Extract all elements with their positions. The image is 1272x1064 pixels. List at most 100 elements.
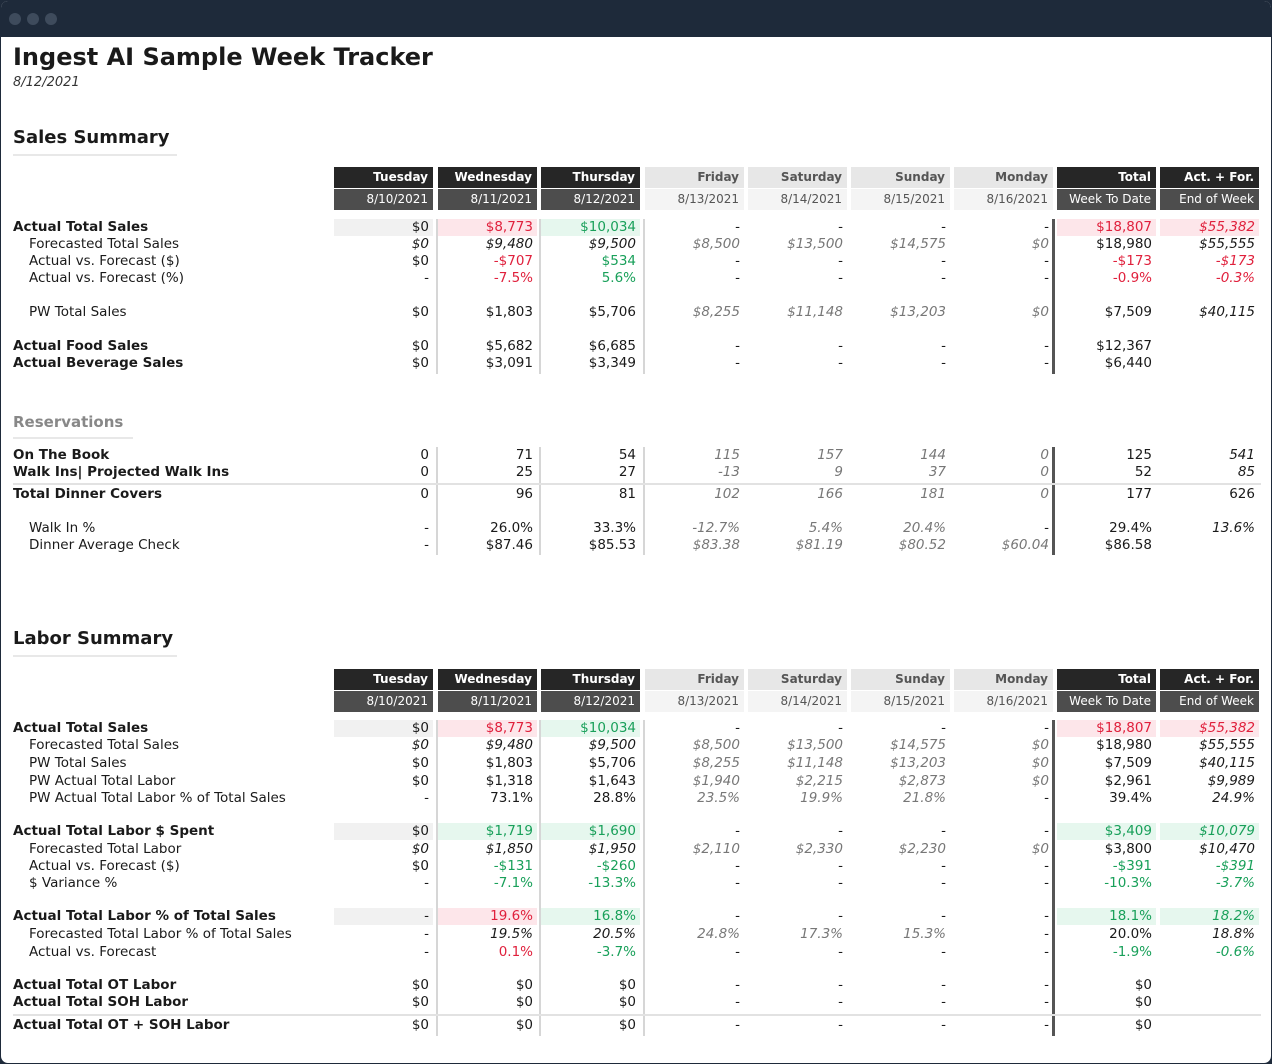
labor-cell: 20.0% <box>1109 926 1152 942</box>
labor-cell: $13,500 <box>787 737 843 753</box>
labor-cell: $0 <box>411 841 429 857</box>
labor-cell: - <box>1044 994 1049 1010</box>
labor-cell: $9,480 <box>485 737 533 753</box>
reservations-cell: $85.53 <box>588 537 636 553</box>
sales-cell: -7.5% <box>493 270 533 286</box>
reservations-cell: 157 <box>817 447 843 463</box>
labor-cell: - <box>838 994 843 1010</box>
labor-header-date: 8/13/2021 <box>645 691 744 712</box>
labor-cell: $9,989 <box>1207 773 1255 789</box>
labor-cell: -0.6% <box>1215 944 1255 960</box>
window-dot-icon[interactable] <box>45 13 57 25</box>
labor-cell: $0 <box>411 994 429 1010</box>
labor-cell: 24.8% <box>697 926 740 942</box>
labor-header-date: End of Week <box>1160 691 1259 712</box>
total-divider <box>1052 720 1055 1036</box>
labor-header-day: Tuesday <box>334 669 433 690</box>
window-dot-icon[interactable] <box>27 13 39 25</box>
labor-cell: 20.5% <box>593 926 636 942</box>
labor-cell: - <box>941 944 946 960</box>
labor-cell: $1,850 <box>485 841 533 857</box>
sales-cell: - <box>838 219 843 235</box>
reservations-row-label: Total Dinner Covers <box>13 486 162 502</box>
sales-header-day: Sunday <box>851 167 950 188</box>
sales-cell: $9,500 <box>588 236 636 252</box>
labor-cell: - <box>334 908 433 925</box>
reservations-cell: $83.38 <box>692 537 740 553</box>
labor-cell <box>1160 977 1259 994</box>
labor-cell: -13.3% <box>588 875 636 891</box>
sales-cell: - <box>735 253 740 269</box>
sales-cell: - <box>1044 253 1049 269</box>
labor-cell: $0 <box>1031 737 1049 753</box>
labor-cell: 17.3% <box>800 926 843 942</box>
labor-cell: 0.1% <box>498 944 533 960</box>
sales-cell: - <box>735 219 740 235</box>
sales-row-label: Actual Total Sales <box>13 219 149 235</box>
labor-cell: - <box>838 875 843 891</box>
page-title: Ingest AI Sample Week Tracker <box>13 43 433 71</box>
labor-cell: $3,800 <box>1104 841 1152 857</box>
labor-header-day: Friday <box>645 669 744 690</box>
reservations-cell: 0 <box>420 486 429 502</box>
sales-cell: $18,980 <box>1096 236 1152 252</box>
sales-header-date: 8/11/2021 <box>438 189 537 210</box>
report-content: Ingest AI Sample Week Tracker 8/12/2021 … <box>13 37 1271 1063</box>
reservations-cell: 102 <box>714 486 740 502</box>
labor-cell: $2,230 <box>898 841 946 857</box>
labor-cell: 19.5% <box>490 926 533 942</box>
sales-cell: $10,034 <box>541 219 640 236</box>
reservations-cell: 81 <box>618 486 636 502</box>
sales-cell: $9,480 <box>485 236 533 252</box>
sales-cell: - <box>838 270 843 286</box>
column-divider <box>539 447 541 555</box>
labor-header-day: Monday <box>954 669 1053 690</box>
sales-cell: - <box>941 270 946 286</box>
reservations-cell: 0 <box>1040 447 1049 463</box>
labor-row-label: PW Actual Total Labor % of Total Sales <box>29 790 286 806</box>
labor-cell: - <box>735 858 740 874</box>
reservations-cell: $60.04 <box>1001 537 1049 553</box>
labor-header-date: 8/10/2021 <box>334 691 433 712</box>
column-divider <box>436 447 438 555</box>
reservations-row-label: Walk Ins| Projected Walk Ins <box>13 464 230 480</box>
sales-cell <box>1160 338 1259 355</box>
sales-cell: - <box>838 355 843 371</box>
labor-cell: - <box>735 977 740 993</box>
labor-cell: - <box>838 944 843 960</box>
total-divider <box>1052 219 1055 374</box>
labor-cell: 18.2% <box>1160 908 1259 925</box>
labor-cell: $0 <box>618 1017 636 1033</box>
column-divider <box>643 219 645 374</box>
labor-row-label: Actual Total Labor $ Spent <box>13 823 215 839</box>
window-dot-icon[interactable] <box>9 13 21 25</box>
labor-cell: $5,706 <box>588 755 636 771</box>
reservations-cell: 181 <box>920 486 946 502</box>
reservations-cell: 37 <box>928 464 946 480</box>
reservations-cell: 0 <box>1040 464 1049 480</box>
sales-cell: $8,500 <box>692 236 740 252</box>
sales-cell: - <box>735 355 740 371</box>
labor-cell <box>1160 994 1259 1011</box>
labor-cell: $2,110 <box>692 841 740 857</box>
sales-cell: -$173 <box>1112 253 1152 269</box>
labor-cell: $8,255 <box>692 755 740 771</box>
sales-cell: $0 <box>411 338 429 354</box>
labor-cell: - <box>424 926 429 942</box>
labor-cell: - <box>1044 720 1049 736</box>
labor-row-label: Actual Total Labor % of Total Sales <box>13 908 276 924</box>
labor-cell: $0 <box>1031 755 1049 771</box>
labor-cell: -3.7% <box>596 944 636 960</box>
labor-header-day: Total <box>1057 669 1156 690</box>
labor-row-label: Forecasted Total Sales <box>29 737 180 753</box>
labor-cell: - <box>941 994 946 1010</box>
labor-cell: - <box>1044 944 1049 960</box>
labor-cell: - <box>1044 858 1049 874</box>
reservations-cell: 541 <box>1229 447 1255 463</box>
labor-cell: - <box>424 875 429 891</box>
labor-header-date: 8/16/2021 <box>954 691 1053 712</box>
reservations-cell: $87.46 <box>485 537 533 553</box>
labor-cell: $0 <box>411 858 429 874</box>
row-separator <box>13 483 1261 485</box>
labor-cell: - <box>735 720 740 736</box>
